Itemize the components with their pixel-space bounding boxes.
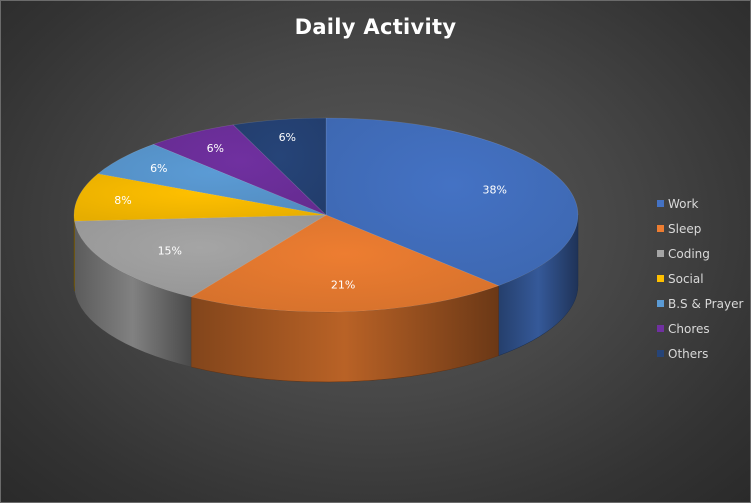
legend-swatch — [657, 225, 664, 232]
pie-side-walls — [73, 214, 579, 383]
slice-b-s-prayer — [97, 143, 327, 216]
legend: Work Sleep Coding Social B.S & Prayer Chores O… — [657, 191, 749, 366]
legend-label: Others — [668, 346, 709, 361]
data-label-chores: 6% — [207, 142, 224, 155]
legend-swatch — [657, 275, 664, 282]
data-label-b-s-prayer: 6% — [150, 162, 167, 175]
slice-coding — [74, 214, 328, 298]
legend-label: Chores — [668, 321, 710, 336]
slice-work — [325, 117, 579, 287]
legend-label: Work — [668, 196, 699, 211]
legend-swatch — [657, 250, 664, 257]
data-label-sleep: 21% — [331, 279, 355, 292]
pie-data-labels: 38% 21% 15% 8% 6% 6% 6% — [114, 131, 507, 292]
pie-top-faces — [73, 117, 579, 313]
legend-swatch — [657, 325, 664, 332]
legend-swatch — [657, 300, 664, 307]
legend-item: Others — [657, 341, 749, 366]
legend-item: Social — [657, 266, 749, 291]
slice-chores — [152, 124, 327, 216]
legend-item: Work — [657, 191, 749, 216]
data-label-social: 8% — [114, 194, 131, 207]
data-label-work: 38% — [482, 183, 506, 196]
legend-label: B.S & Prayer — [668, 296, 744, 311]
slice-others — [232, 117, 327, 216]
data-label-coding: 15% — [158, 245, 182, 258]
legend-item: Coding — [657, 241, 749, 266]
slice-sleep — [190, 214, 500, 313]
legend-label: Sleep — [668, 221, 702, 236]
legend-item: B.S & Prayer — [657, 291, 749, 316]
legend-swatch — [657, 200, 664, 207]
legend-label: Social — [668, 271, 704, 286]
legend-swatch — [657, 350, 664, 357]
chart-title: Daily Activity — [294, 15, 457, 39]
legend-item: Sleep — [657, 216, 749, 241]
slice-social — [73, 173, 327, 222]
legend-item: Chores — [657, 316, 749, 341]
data-label-others: 6% — [279, 131, 296, 144]
legend-label: Coding — [668, 246, 710, 261]
